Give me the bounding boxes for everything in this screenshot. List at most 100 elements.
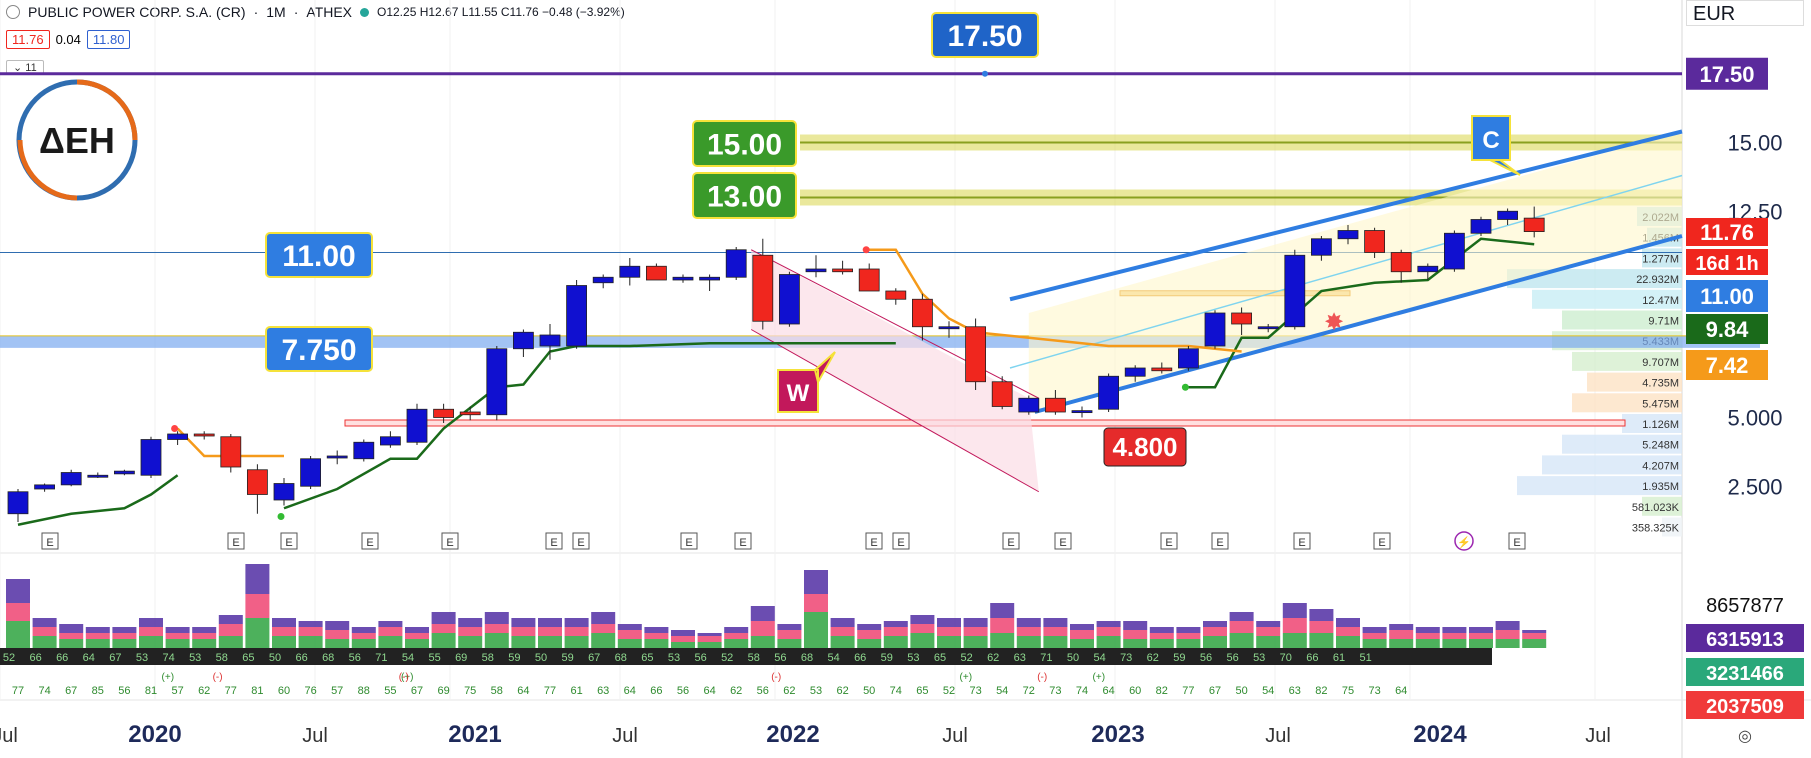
indicator-upper-value: 68 <box>322 652 334 664</box>
candle-body <box>646 265 667 281</box>
price-axis-badge-text: 16d 1h <box>1695 253 1758 275</box>
indicator-lower-value: 63 <box>1289 685 1301 697</box>
indicator-band <box>0 648 1492 665</box>
volume-profile-label: 9.707M <box>1642 357 1679 369</box>
volume-bar-segment <box>617 639 642 648</box>
earnings-event-marker: E <box>572 532 590 550</box>
indicator-lower-value: 69 <box>437 685 449 697</box>
volume-bar-segment <box>910 624 935 633</box>
volume-bar-segment <box>697 633 722 636</box>
volume-bar-segment <box>750 636 775 648</box>
event-marker-text: E <box>1378 537 1385 549</box>
volume-bar-segment <box>830 636 855 648</box>
event-marker-text: E <box>366 537 373 549</box>
level-box-13-bg <box>692 172 797 219</box>
indicator-upper-value: 53 <box>668 652 680 664</box>
volume-bar-segment <box>245 618 270 648</box>
volume-bar-segment <box>59 633 84 639</box>
event-marker-text: E <box>870 537 877 549</box>
level-box-17-50: 17.50 <box>931 12 1039 58</box>
volume-bar-segment <box>1176 633 1201 639</box>
indicator-lower-value: 64 <box>624 685 636 697</box>
volume-bar-segment <box>1203 627 1227 636</box>
indicator-lower-value: 77 <box>12 685 24 697</box>
level-box-17-50-bg <box>931 12 1039 58</box>
candle-body <box>167 433 189 440</box>
volume-profile-bar <box>1532 289 1682 309</box>
volume-axis-badge: 6315913 <box>1686 624 1804 652</box>
interval-label[interactable]: 1M <box>266 4 286 20</box>
indicator-lower-value: 58 <box>491 685 503 697</box>
volume-profile-label: 9.71M <box>1648 316 1679 328</box>
volume-bar-segment <box>192 633 217 639</box>
indicator-minus-tag: (-) <box>771 672 781 683</box>
volume-profile-label: 5.248M <box>1642 440 1679 452</box>
indicator-lower-value: 74 <box>890 685 902 697</box>
indicator-upper-value: 58 <box>748 652 760 664</box>
price-axis-badge: 16d 1h <box>1686 249 1768 275</box>
volume-bar-segment <box>351 639 376 648</box>
volume-bar-segment <box>139 636 163 648</box>
event-marker-text: E <box>1216 537 1223 549</box>
event-marker-box <box>1373 532 1391 550</box>
indicator-minus-tag: (-) <box>399 672 409 683</box>
volume-bar-segment <box>697 642 722 648</box>
ask-price[interactable]: 11.80 <box>86 30 131 49</box>
indicator-upper-value: 56 <box>349 652 361 664</box>
volume-bar-segment <box>32 618 57 627</box>
indicator-lower-value: 62 <box>836 685 848 697</box>
volume-bar-segment <box>564 636 589 648</box>
volume-bar-segment <box>218 624 243 636</box>
indicator-lower-value: 88 <box>358 685 370 697</box>
candle-body <box>459 411 481 416</box>
volume-bar-segment <box>351 627 376 633</box>
price-axis-tick: 5.000 <box>1727 406 1782 431</box>
indicator-lower-value: 64 <box>1395 685 1407 697</box>
volume-profile-label: 581.023K <box>1632 502 1680 514</box>
bid-price[interactable]: 11.76 <box>6 30 50 49</box>
volume-bar-segment <box>1309 609 1334 621</box>
event-marker-text: E <box>897 537 904 549</box>
time-axis-tick: 2023 <box>1091 721 1144 748</box>
volume-bar-segment <box>6 603 30 621</box>
indicator-upper-value: 53 <box>136 652 148 664</box>
channel-lower-line <box>1034 234 1683 414</box>
volume-bar-segment <box>804 612 828 648</box>
volume-bar-segment <box>591 624 616 633</box>
volume-bar-segment <box>1043 618 1068 627</box>
volume-bar-segment <box>325 639 350 648</box>
symbol-name[interactable]: PUBLIC POWER CORP. S.A. (CR) <box>28 4 246 20</box>
candle-body <box>486 348 508 416</box>
currency-selector[interactable]: EUR <box>1686 0 1804 26</box>
candle-body <box>832 268 853 273</box>
candle-body <box>991 381 1013 407</box>
indicator-lower-value: 53 <box>810 685 822 697</box>
volume-bar-segment <box>963 636 988 648</box>
volume-bar-segment <box>1176 627 1201 633</box>
level-box-11-bg <box>265 232 373 278</box>
candle-body <box>752 254 774 322</box>
indicator-plus-tag: (+) <box>960 672 973 683</box>
anchor-dot <box>982 70 988 77</box>
indicator-upper-value: 56 <box>774 652 786 664</box>
time-axis-tick: Jul <box>1585 725 1611 747</box>
volume-profile-label: 1.126M <box>1642 419 1679 431</box>
candle-body <box>1470 219 1492 234</box>
price-axis-badge-bg <box>1686 218 1768 246</box>
volume-bar-segment <box>644 639 669 648</box>
volume-bar-segment <box>1336 627 1360 636</box>
indicator-collapse-button[interactable]: ⌄ 11 <box>6 60 44 75</box>
candle-body <box>912 298 933 328</box>
settings-gear-icon[interactable]: ◎ <box>1738 728 1752 745</box>
volume-bar-segment <box>272 618 296 627</box>
stop-dot <box>862 246 870 254</box>
time-axis-tick: Jul <box>942 725 968 747</box>
volume-bar-segment <box>431 624 456 633</box>
volume-bar-segment <box>1070 624 1094 630</box>
volume-bar-segment <box>245 594 270 618</box>
event-marker-box <box>1002 532 1020 550</box>
volume-bar-segment <box>1256 636 1281 648</box>
price-axis-badge-bg <box>1686 280 1768 312</box>
event-marker-box <box>734 532 752 550</box>
